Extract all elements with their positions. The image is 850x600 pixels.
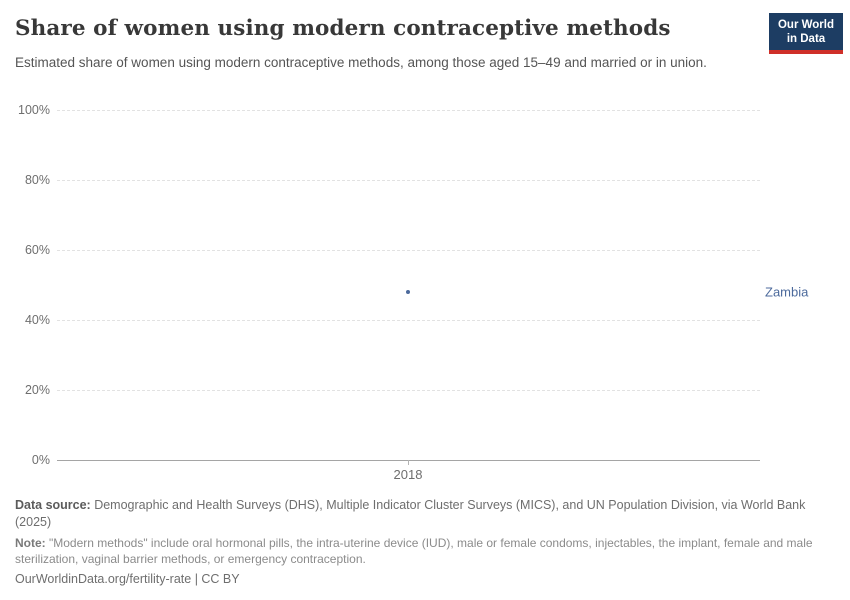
chart-subtitle: Estimated share of women using modern co… [15, 55, 707, 70]
owid-logo-line2: in Data [786, 33, 826, 45]
entity-label[interactable]: Zambia [765, 284, 809, 300]
y-tick-label: 100% [18, 103, 50, 117]
note-label: Note: [15, 536, 46, 550]
license-line[interactable]: OurWorldinData.org/fertility-rate | CC B… [15, 572, 240, 586]
page-title: Share of women using modern contraceptiv… [15, 16, 671, 41]
gridline [57, 320, 760, 321]
y-tick-label: 0% [31, 453, 50, 467]
y-tick-label: 60% [24, 243, 50, 257]
gridline [57, 180, 760, 181]
gridline [57, 390, 760, 391]
x-tick-label: 2018 [393, 467, 423, 482]
y-tick-label: 80% [24, 173, 50, 187]
note-line: Note: "Modern methods" include oral horm… [15, 535, 825, 567]
data-point[interactable] [406, 290, 410, 294]
data-source-line: Data source: Demographic and Health Surv… [15, 497, 825, 531]
y-tick-label: 40% [24, 313, 50, 327]
data-source-text: Demographic and Health Surveys (DHS), Mu… [15, 498, 806, 529]
gridline [57, 110, 760, 111]
owid-logo: Our World in Data [769, 13, 843, 54]
data-source-label: Data source: [15, 498, 91, 512]
note-text: "Modern methods" include oral hormonal p… [15, 536, 813, 566]
owid-logo-line1: Our World [777, 19, 834, 31]
chart-footer: Data source: Demographic and Health Surv… [15, 497, 825, 586]
plot-area: 100% 80% 60% 40% 20% 0% 2018 Zambia [0, 103, 850, 482]
gridline [57, 250, 760, 251]
x-tick-mark [408, 460, 409, 465]
y-tick-label: 20% [24, 383, 50, 397]
